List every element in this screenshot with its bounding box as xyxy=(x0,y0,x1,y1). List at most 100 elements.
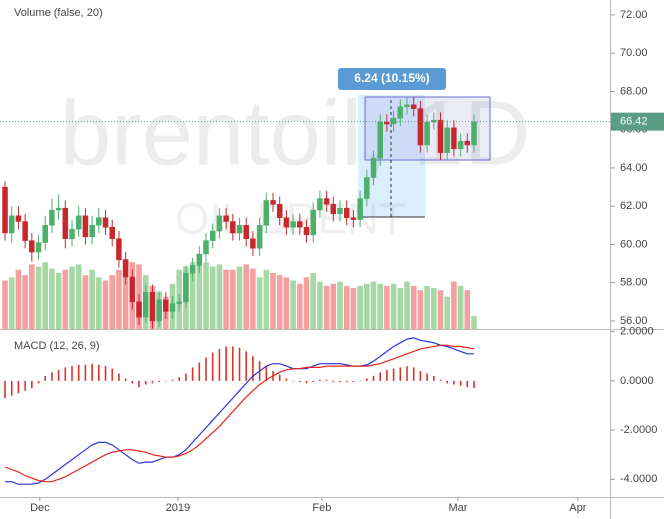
volume-bar xyxy=(410,285,417,329)
macd-histogram-bar xyxy=(406,366,408,381)
macd-histogram-bar xyxy=(299,380,301,383)
candle-body xyxy=(270,200,276,205)
candle-body xyxy=(444,127,450,153)
macd-histogram-bar xyxy=(419,371,422,381)
candle-body xyxy=(464,140,471,146)
candle-body xyxy=(457,140,464,150)
volume-bar xyxy=(270,273,276,329)
annotation: 6.24 (10.15%) xyxy=(354,71,429,85)
macd-histogram-bar xyxy=(10,380,13,396)
volume-bar xyxy=(230,269,236,329)
macd-histogram-bar xyxy=(446,380,448,384)
macd-histogram-bar xyxy=(211,352,214,381)
macd-histogram-bar xyxy=(218,348,221,381)
candle-body xyxy=(142,292,149,318)
candle-body xyxy=(102,217,109,228)
candle-body xyxy=(69,228,75,239)
volume-bar xyxy=(2,280,8,329)
macd-histogram-bar xyxy=(91,363,93,381)
candle-body xyxy=(451,127,457,150)
macd-histogram-bar xyxy=(104,366,107,381)
macd-histogram-bar xyxy=(466,380,469,388)
macd-histogram-bar xyxy=(305,380,308,384)
volume-bar xyxy=(109,275,116,329)
macd-histogram-bar xyxy=(98,364,100,381)
volume-bar xyxy=(196,264,203,329)
candle-body xyxy=(75,215,82,230)
volume-bar xyxy=(209,266,216,329)
candle-body xyxy=(216,215,223,232)
y-tick-label: 58.00 xyxy=(620,277,648,289)
candle-body xyxy=(169,303,176,312)
y-tick-label: 68.00 xyxy=(620,85,648,97)
candle-body xyxy=(350,217,357,220)
macd-histogram-bar xyxy=(426,373,428,381)
macd-histogram-bar xyxy=(245,351,248,381)
volume-bar xyxy=(364,283,370,329)
x-tick-label: Dec xyxy=(30,502,50,514)
candle-body xyxy=(323,198,330,205)
macd-histogram-bar xyxy=(84,364,87,381)
y-tick-label: 62.00 xyxy=(620,200,648,212)
candle-body xyxy=(129,276,136,303)
macd-histogram-bar xyxy=(31,380,33,389)
candle-body xyxy=(330,204,337,215)
macd-histogram-bar xyxy=(238,347,241,381)
volume-bar xyxy=(89,269,95,329)
macd-histogram-bar xyxy=(252,356,254,381)
macd-histogram-bar xyxy=(185,373,187,381)
volume-bar xyxy=(323,285,330,329)
macd-histogram-bar xyxy=(191,367,194,381)
macd-histogram-bar xyxy=(51,372,53,381)
macd-histogram-bar xyxy=(399,367,402,381)
macd-histogram-bar xyxy=(265,366,268,381)
macd-histogram-bar xyxy=(292,380,294,382)
last-price-box xyxy=(611,112,664,131)
annotation-box xyxy=(338,68,446,90)
candle-body xyxy=(22,221,28,241)
macd-histogram-bar xyxy=(372,375,375,381)
volume-bar xyxy=(310,273,317,329)
candle-body xyxy=(116,238,122,261)
macd-histogram-bar xyxy=(312,380,315,383)
volume-bar xyxy=(444,296,450,329)
volume-bar xyxy=(263,269,270,329)
candle-body xyxy=(370,158,377,178)
last-price-label: 66.42 xyxy=(620,116,648,128)
volume-bar xyxy=(102,280,109,329)
volume-bar xyxy=(384,285,390,329)
macd-histogram-bar xyxy=(366,378,368,381)
y-tick-label: 70.00 xyxy=(620,47,648,59)
macd-histogram-bar xyxy=(433,375,435,381)
macd-histogram-bar xyxy=(165,380,167,382)
volume-bar xyxy=(236,266,243,329)
candle-body xyxy=(223,215,229,222)
macd-histogram-bar xyxy=(379,372,382,381)
volume-bar xyxy=(357,285,363,329)
macd-histogram-bar xyxy=(118,373,120,381)
volume-bar xyxy=(350,288,357,329)
macd-histogram-bar xyxy=(232,346,234,381)
candle-body xyxy=(15,215,22,222)
macd-histogram-bar xyxy=(138,380,140,388)
macd-histogram-bar xyxy=(124,378,127,381)
x-tick-label: Feb xyxy=(312,502,331,514)
candle-body xyxy=(297,221,303,228)
volume-bar xyxy=(317,281,323,329)
volume-bar xyxy=(82,275,89,329)
candle-body xyxy=(2,186,8,234)
candle-body xyxy=(183,272,189,303)
candle-body xyxy=(62,207,69,239)
macd-line xyxy=(5,337,474,485)
volume-bar xyxy=(243,264,250,329)
volume-bar xyxy=(370,281,377,329)
candle-body xyxy=(417,108,424,146)
macd-histogram-bar xyxy=(44,375,47,381)
candle-body xyxy=(404,104,410,107)
candle-body xyxy=(364,177,370,199)
candle-body xyxy=(250,238,256,249)
candle-body xyxy=(203,240,209,255)
volume-bar xyxy=(283,277,290,329)
